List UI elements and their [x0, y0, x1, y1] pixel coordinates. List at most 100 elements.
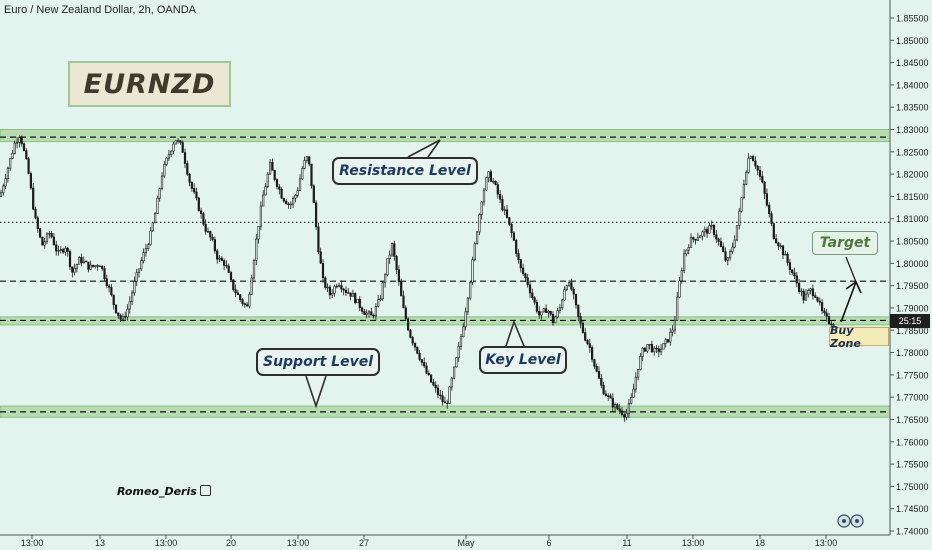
time-axis[interactable]: 13:00 13 13:00 20 13:00 27 May 6 11 13:00 18 13:00: [0, 534, 890, 548]
candle-body: [48, 233, 51, 235]
candle: [250, 274, 253, 295]
candle: [312, 184, 315, 203]
candle: [508, 217, 511, 227]
candle: [264, 183, 267, 196]
candle-body: [457, 346, 460, 358]
candle-body: [22, 143, 26, 151]
candle: [367, 310, 371, 318]
candle-body: [142, 252, 145, 262]
candle-body: [735, 225, 739, 241]
candle: [503, 206, 506, 216]
candle: [87, 261, 90, 273]
time-tick-label: 13:00: [287, 538, 310, 548]
candle-body: [75, 263, 78, 269]
candle: [200, 207, 203, 219]
candle-body: [480, 201, 483, 215]
candle-body: [234, 289, 237, 294]
candle: [584, 327, 587, 342]
price-axis[interactable]: 1.85500 1.85000 1.84500 1.84000 1.83500 1.830…: [889, 0, 929, 537]
candle-body: [331, 292, 334, 296]
candle: [820, 298, 824, 314]
candle-body: [682, 253, 686, 271]
candle-body: [701, 231, 704, 237]
candle: [9, 158, 12, 171]
candle: [211, 233, 214, 242]
candle: [703, 226, 706, 237]
candle-body: [814, 295, 817, 298]
candle: [160, 172, 164, 191]
candle: [678, 276, 681, 299]
candle-body: [489, 171, 493, 182]
candle-body: [282, 198, 286, 202]
candle-body: [459, 336, 463, 347]
candle: [397, 265, 401, 286]
candle-body: [434, 384, 437, 389]
candles-layer: [0, 135, 835, 422]
price-tick-label: 1.76000: [896, 437, 929, 447]
candle: [64, 246, 67, 256]
candle: [177, 138, 180, 144]
candle: [501, 195, 504, 212]
candle: [791, 269, 794, 276]
candle: [142, 248, 145, 264]
candle: [823, 307, 826, 316]
candle: [825, 309, 828, 322]
candle-body: [820, 302, 824, 312]
candle-body: [432, 381, 435, 386]
candle: [372, 313, 375, 319]
price-tick-label: 1.78500: [896, 326, 929, 336]
candle: [114, 304, 118, 314]
candle-body: [455, 357, 458, 368]
candle-body: [310, 163, 313, 187]
candle: [496, 182, 499, 199]
candle-body: [20, 137, 23, 145]
candle-body: [317, 226, 320, 253]
candle: [540, 311, 543, 320]
candle: [751, 154, 755, 162]
candle-body: [110, 287, 113, 296]
candle-body: [354, 292, 357, 304]
resistance-callout: Resistance Level: [332, 157, 478, 185]
candle-body: [229, 272, 233, 280]
candle: [151, 221, 154, 232]
candle: [538, 306, 541, 319]
candle: [246, 302, 249, 307]
candle-body: [89, 264, 92, 270]
candle-body: [321, 263, 325, 279]
candle-body: [337, 285, 341, 287]
candle-body: [768, 204, 771, 215]
candle: [459, 333, 463, 350]
candle: [609, 393, 612, 399]
candle: [480, 200, 483, 220]
candle-body: [586, 339, 589, 344]
annotation-arrows: [305, 139, 862, 409]
candle: [747, 153, 750, 174]
candle-body: [830, 323, 833, 326]
candle: [478, 213, 481, 236]
candle-body: [335, 285, 338, 288]
candle: [103, 266, 106, 281]
candle-body: [574, 293, 578, 306]
candle-body: [209, 231, 212, 238]
resistance-pointer: [407, 139, 441, 158]
candle: [749, 155, 752, 159]
candle: [363, 308, 366, 315]
candle-body: [2, 185, 5, 194]
candle: [756, 165, 759, 176]
price-tick-label: 1.77000: [896, 393, 929, 403]
candle: [814, 292, 817, 298]
candle-body: [197, 197, 200, 212]
candle-body: [646, 344, 649, 352]
support-pointer: [305, 375, 327, 409]
candle: [446, 399, 449, 409]
candle-body: [609, 395, 612, 399]
candle-body: [554, 316, 557, 324]
candle: [227, 263, 230, 274]
candle-body: [289, 203, 292, 206]
candle-body: [524, 273, 527, 278]
candle-body: [823, 310, 826, 314]
candle-body: [128, 301, 131, 310]
price-tick-label: 1.83500: [896, 103, 929, 113]
candle-body: [0, 192, 3, 197]
